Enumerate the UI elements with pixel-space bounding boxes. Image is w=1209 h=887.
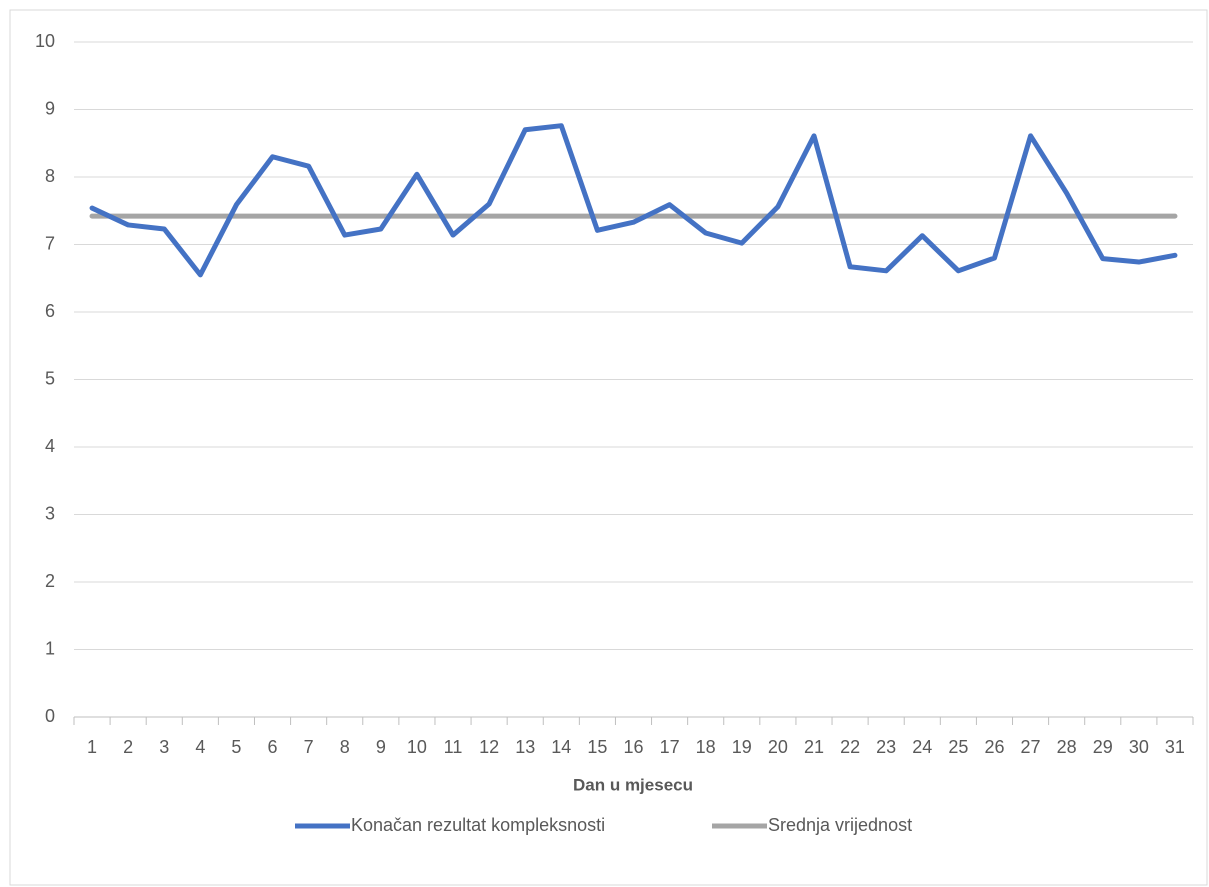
- x-tick-label: 20: [768, 737, 788, 757]
- x-tick-label: 23: [876, 737, 896, 757]
- y-tick-label: 9: [45, 98, 55, 118]
- x-tick-label: 1: [87, 737, 97, 757]
- y-tick-label: 0: [45, 706, 55, 726]
- x-tick-label: 10: [407, 737, 427, 757]
- x-axis-label: Dan u mjesecu: [573, 775, 693, 794]
- y-tick-label: 2: [45, 571, 55, 591]
- x-tick-label: 4: [195, 737, 205, 757]
- y-tick-label: 6: [45, 301, 55, 321]
- x-tick-label: 24: [912, 737, 932, 757]
- y-tick-label: 3: [45, 503, 55, 523]
- x-tick-label: 13: [515, 737, 535, 757]
- x-tick-label: 31: [1165, 737, 1185, 757]
- x-tick-label: 18: [696, 737, 716, 757]
- x-tick-label: 9: [376, 737, 386, 757]
- x-tick-label: 26: [984, 737, 1004, 757]
- series-line: [89, 123, 1178, 278]
- x-tick-label: 19: [732, 737, 752, 757]
- y-tick-label: 4: [45, 436, 55, 456]
- x-tick-label: 29: [1093, 737, 1113, 757]
- y-tick-label: 1: [45, 638, 55, 658]
- legend-label: Konačan rezultat kompleksnosti: [351, 815, 605, 835]
- x-tick-label: 15: [587, 737, 607, 757]
- x-tick-label: 11: [444, 737, 463, 757]
- x-tick-label: 21: [804, 737, 824, 757]
- x-tick-label: 7: [304, 737, 314, 757]
- x-tick-label: 22: [840, 737, 860, 757]
- x-tick-label: 17: [660, 737, 680, 757]
- x-tick-label: 28: [1057, 737, 1077, 757]
- x-tick-label: 27: [1021, 737, 1041, 757]
- x-tick-label: 14: [551, 737, 571, 757]
- x-tick-label: 16: [623, 737, 643, 757]
- x-tick-label: 25: [948, 737, 968, 757]
- x-tick-label: 5: [231, 737, 241, 757]
- y-tick-label: 7: [45, 233, 55, 253]
- x-tick-label: 30: [1129, 737, 1149, 757]
- x-tick-label: 3: [159, 737, 169, 757]
- y-tick-label: 8: [45, 166, 55, 186]
- x-tick-label: 6: [268, 737, 278, 757]
- x-tick-label: 8: [340, 737, 350, 757]
- y-tick-label: 10: [35, 31, 55, 51]
- x-tick-label: 12: [479, 737, 499, 757]
- legend-label: Srednja vrijednost: [768, 815, 912, 835]
- x-tick-label: 2: [123, 737, 133, 757]
- y-tick-label: 5: [45, 368, 55, 388]
